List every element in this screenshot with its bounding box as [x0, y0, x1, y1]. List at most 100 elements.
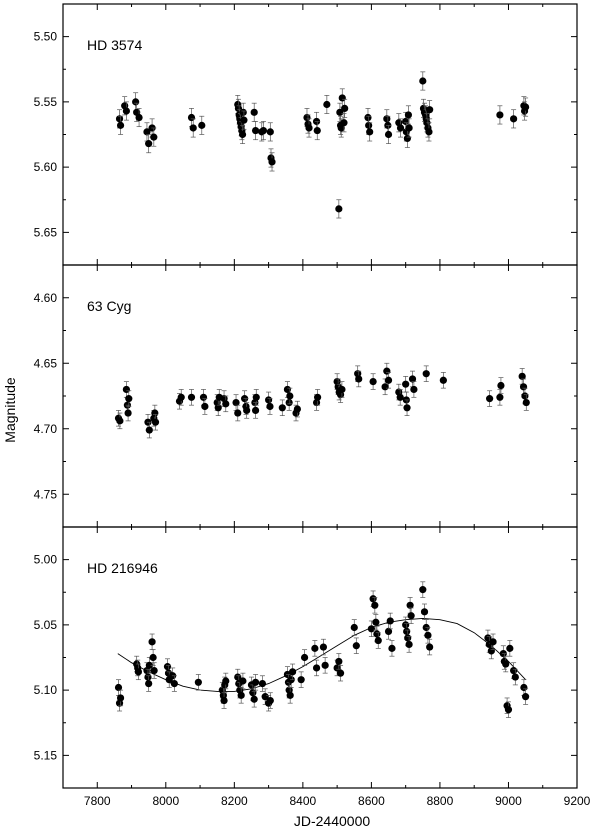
- panel-2-data-point: [486, 395, 494, 403]
- panel-3-ytick-label: 5.05: [34, 618, 58, 632]
- panel-2-data-point: [497, 381, 505, 390]
- panel-3-data-point: [220, 696, 228, 705]
- panel-2-data-point: [232, 398, 240, 407]
- panel-1-data-point: [383, 115, 391, 123]
- panel-2-data-point: [403, 404, 411, 412]
- panel-2-ytick-label: 4.60: [34, 291, 58, 305]
- panel-2-data-point: [286, 392, 294, 400]
- panel-2-data-point: [355, 375, 363, 383]
- figure-x-axis-label: JD-2440000: [294, 813, 370, 829]
- panel-3-data-point: [286, 691, 294, 699]
- panel-3-data-point: [114, 683, 123, 692]
- panel-3-data-point: [222, 677, 230, 685]
- panel-2-data-point: [122, 385, 130, 394]
- panel-1-data-point: [396, 124, 405, 132]
- panel-2-data-point: [283, 385, 292, 394]
- panel-2-ytick-label: 4.65: [34, 356, 58, 370]
- panel-1-data-point: [403, 134, 411, 143]
- panel-3-data-point: [237, 691, 245, 699]
- panel-2-data-point: [278, 404, 286, 412]
- panel-3-data-point: [487, 647, 495, 655]
- panel-3-data-point: [251, 678, 260, 686]
- panel-2-data-point: [243, 406, 251, 415]
- panel-2-data-point: [402, 380, 410, 388]
- panel-1-ytick-label: 5.65: [34, 225, 58, 239]
- panel-3-data-point: [250, 695, 258, 703]
- panel-3-data-point: [407, 612, 415, 620]
- panel-3-data-point: [520, 683, 528, 692]
- panel-2-data-point: [381, 383, 389, 391]
- panel-3-data-point: [321, 661, 329, 669]
- panel-2-data-point: [518, 372, 526, 380]
- panel-1-ytick-label: 5.60: [34, 160, 58, 174]
- panel-3-data-point: [403, 627, 411, 636]
- panel-2-data-point: [396, 393, 404, 401]
- panel-3-data-point: [484, 634, 492, 642]
- panel-3-data-point: [406, 601, 414, 609]
- panel-1-data-point: [426, 106, 434, 114]
- panel-3-data-point: [371, 601, 379, 609]
- panel-3-data-point: [386, 617, 394, 625]
- panel-1-data-point: [135, 113, 143, 122]
- panel-1-data-point: [250, 108, 258, 116]
- panel-2-data-point: [151, 409, 159, 417]
- panel-3-data-point: [373, 630, 381, 638]
- panel-1-data-point: [313, 126, 321, 135]
- panel-3-data-point: [335, 657, 343, 666]
- panel-3-xtick-label: 8200: [221, 794, 248, 808]
- panel-3-data-point: [258, 680, 267, 688]
- panel-2-data-point: [369, 377, 377, 386]
- panel-3-data-point: [404, 634, 412, 642]
- panel-2-data-point: [177, 393, 185, 401]
- panel-3-xtick-label: 9000: [495, 794, 522, 808]
- panel-3-title: HD 216946: [87, 560, 158, 576]
- panel-1-data-point: [116, 121, 125, 129]
- panel-3-data-point: [374, 636, 382, 645]
- panel-3-xtick-label: 9200: [564, 794, 591, 808]
- panel-1-data-point: [132, 98, 140, 106]
- panel-3-fit-curve: [117, 617, 526, 692]
- panel-2-data-point: [187, 393, 196, 401]
- panel-1-title: HD 3574: [87, 37, 142, 53]
- panel-1-data-point: [510, 115, 518, 123]
- panel-3-data-point: [134, 668, 142, 676]
- panel-3-data-point: [319, 643, 328, 651]
- panel-1-data-point: [189, 124, 197, 132]
- panel-1-data-point: [425, 128, 433, 136]
- panel-2-data-point: [234, 409, 242, 417]
- panel-2-data-point: [214, 404, 222, 412]
- panel-1-data-point: [364, 113, 372, 122]
- panel-3-data-point: [388, 644, 396, 652]
- panel-1-data-point: [336, 108, 344, 116]
- panel-2-data-point: [222, 400, 230, 408]
- panel-1-data-point: [239, 108, 247, 116]
- panel-2-data-point: [285, 398, 293, 407]
- panel-3-data-point: [194, 678, 202, 686]
- panel-1-data-point: [187, 113, 196, 122]
- panel-3-xtick-label: 8400: [290, 794, 317, 808]
- panel-3-data-point: [426, 643, 434, 651]
- panel-3-xtick-label: 7800: [84, 794, 111, 808]
- panel-1-data-point: [402, 117, 410, 126]
- panel-3-data-point: [145, 661, 153, 669]
- panel-1-data-point: [238, 130, 247, 139]
- panel-1-data-point: [266, 128, 274, 136]
- panel-3-data-point: [405, 640, 413, 649]
- panel-2-data-point: [293, 405, 301, 413]
- panel-1-data-point: [305, 124, 313, 132]
- panel-3-data-point: [261, 693, 269, 701]
- panel-3-ytick-label: 5.10: [34, 683, 58, 697]
- panel-1-data-point: [366, 128, 374, 136]
- panel-1-data-point: [522, 103, 530, 111]
- panel-3-data-point: [249, 689, 257, 697]
- panel-3-data-point: [336, 669, 345, 677]
- panel-1-data-point: [340, 119, 348, 127]
- panel-1-data-point: [365, 121, 373, 129]
- panel-2-data-point: [408, 375, 417, 383]
- panel-1-data-point: [251, 126, 260, 135]
- panel-1-data-point: [259, 126, 268, 135]
- panel-3-ytick-label: 5.15: [34, 748, 58, 762]
- panel-2-data-point: [199, 393, 208, 401]
- panel-2-data-point: [266, 402, 274, 411]
- panel-2-data-point: [265, 396, 273, 404]
